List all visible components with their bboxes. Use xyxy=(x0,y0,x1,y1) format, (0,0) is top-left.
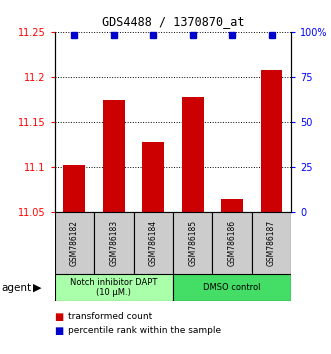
Bar xyxy=(182,97,204,212)
Text: ■: ■ xyxy=(55,312,64,322)
Text: agent: agent xyxy=(2,282,32,293)
Text: GSM786185: GSM786185 xyxy=(188,220,197,267)
Text: ■: ■ xyxy=(55,326,64,336)
Bar xyxy=(55,212,94,274)
Bar xyxy=(64,165,85,212)
Bar xyxy=(94,212,133,274)
Bar xyxy=(261,70,282,212)
Text: percentile rank within the sample: percentile rank within the sample xyxy=(68,326,221,336)
Bar xyxy=(55,274,173,301)
Text: GSM786184: GSM786184 xyxy=(149,220,158,267)
Bar xyxy=(213,212,252,274)
Text: DMSO control: DMSO control xyxy=(203,283,261,292)
Text: GDS4488 / 1370870_at: GDS4488 / 1370870_at xyxy=(102,15,244,28)
Text: ▶: ▶ xyxy=(33,282,42,293)
Bar xyxy=(142,142,164,212)
Text: GSM786187: GSM786187 xyxy=(267,220,276,267)
Bar xyxy=(133,212,173,274)
Text: transformed count: transformed count xyxy=(68,312,152,321)
Bar xyxy=(252,212,291,274)
Text: GSM786186: GSM786186 xyxy=(228,220,237,267)
Text: Notch inhibitor DAPT
(10 μM.): Notch inhibitor DAPT (10 μM.) xyxy=(70,278,158,297)
Bar xyxy=(103,99,125,212)
Bar xyxy=(173,274,291,301)
Text: GSM786183: GSM786183 xyxy=(109,220,118,267)
Bar xyxy=(221,199,243,212)
Bar xyxy=(173,212,213,274)
Text: GSM786182: GSM786182 xyxy=(70,221,79,266)
